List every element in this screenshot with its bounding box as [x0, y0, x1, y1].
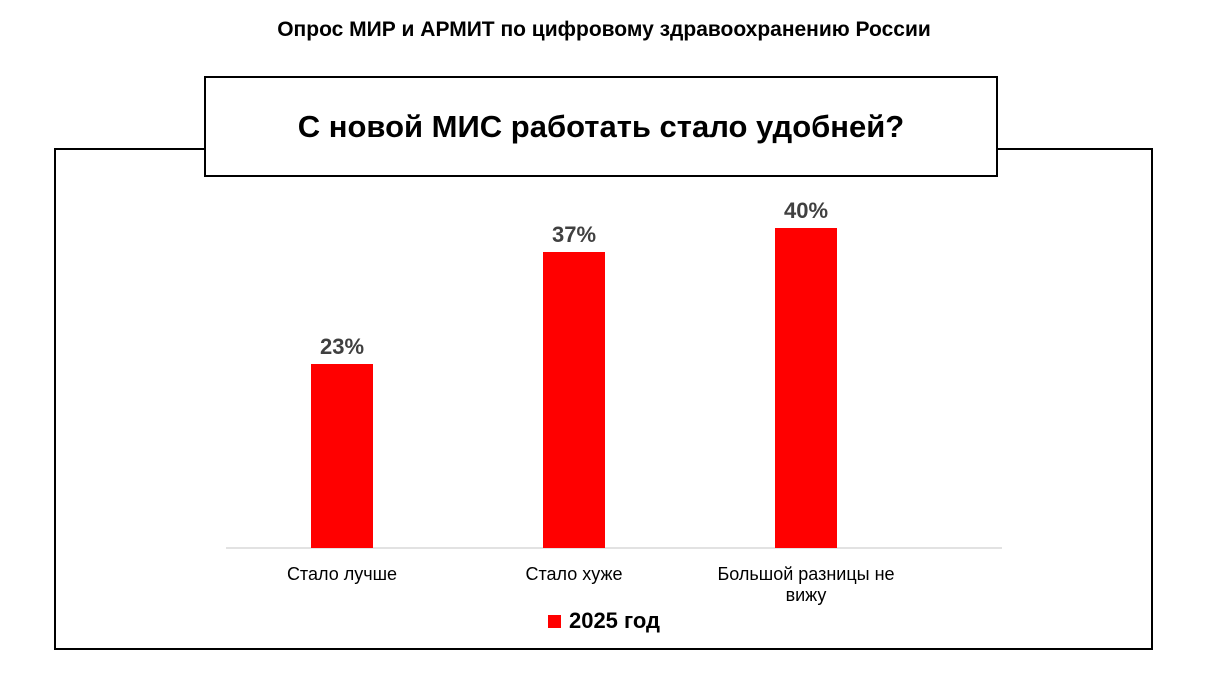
- data-label: 37%: [552, 222, 596, 247]
- data-label: 23%: [320, 334, 364, 359]
- bar: [311, 364, 373, 548]
- data-label: 40%: [784, 198, 828, 223]
- category-label: Большой разницы не вижу: [717, 564, 894, 605]
- legend: 2025 год: [0, 608, 1208, 634]
- legend-label: 2025 год: [568, 608, 661, 633]
- category-label: Стало лучше: [287, 564, 397, 584]
- page-title: Опрос МИР и АРМИТ по цифровому здравоохр…: [277, 18, 931, 41]
- bar: [775, 228, 837, 548]
- chart-title: С новой МИС работать стало удобней?: [204, 76, 998, 177]
- bar: [543, 252, 605, 548]
- legend-swatch: [547, 614, 561, 628]
- category-label: Стало хуже: [525, 564, 622, 584]
